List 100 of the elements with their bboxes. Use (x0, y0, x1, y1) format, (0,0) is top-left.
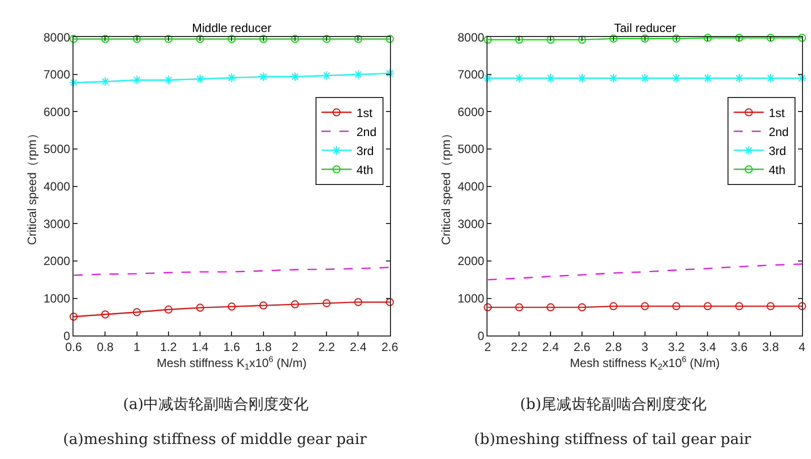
point (608, 73, 618, 83)
point (259, 34, 268, 43)
point (798, 34, 806, 42)
point (546, 36, 555, 44)
legend-label: 1st (356, 106, 374, 120)
point (515, 36, 524, 44)
point (290, 300, 299, 308)
point (703, 73, 712, 83)
point (132, 34, 141, 43)
x-axis-title: Mesh stiffness K$_{1}$x10$^{6}$ (N/m) (156, 354, 307, 372)
point (578, 303, 586, 312)
point (546, 303, 555, 312)
x-tick-label: 2.2 (510, 340, 528, 354)
point (68, 78, 78, 88)
point (515, 303, 524, 312)
chart-title: Tail reducer (614, 21, 676, 35)
point (164, 306, 172, 314)
y-axis-title: Critical speed（rpm） (438, 128, 453, 246)
x-tick-label: 3 (642, 340, 649, 354)
text: (b)meshing stiffness of tail gear pair (474, 430, 752, 448)
y-tick-label: 3000 (458, 216, 485, 231)
y-tick-label: 7000 (458, 68, 485, 82)
x-tick-label: 1 (134, 340, 140, 354)
x-tick-label: 1.2 (160, 340, 178, 354)
point (640, 34, 649, 43)
point (609, 302, 618, 310)
point (290, 72, 300, 82)
y-tick-label: 2000 (43, 254, 71, 268)
y-tick-label: 6000 (458, 104, 485, 119)
x-tick-label: 3.8 (762, 340, 780, 354)
x-tick-label: 1.4 (192, 340, 209, 354)
point (386, 34, 394, 43)
chart-title: Middle reducer (192, 21, 272, 35)
point (672, 302, 680, 310)
text: (a)meshing stiffness of middle gear pair (63, 430, 368, 448)
y-tick-label: 0 (478, 328, 485, 343)
point (196, 34, 204, 43)
point (70, 34, 78, 43)
point (546, 73, 556, 83)
line-series (488, 263, 802, 280)
x-tick-label: 2.6 (381, 340, 398, 354)
y-tick-label: 8000 (458, 30, 485, 44)
point (164, 34, 172, 43)
y-tick-label: 4000 (458, 180, 485, 194)
point (354, 34, 362, 43)
x-tick-label: 2 (484, 340, 492, 354)
line-series (74, 266, 390, 276)
x-tick-label: 3.2 (668, 340, 685, 354)
x-tick-label: 2.4 (350, 340, 367, 354)
point (766, 73, 776, 83)
x-tick-label: 2.6 (574, 340, 591, 354)
x-tick-label: 0.8 (96, 340, 114, 354)
legend-label: 1st (768, 106, 786, 120)
y-tick-label: 1000 (458, 292, 485, 306)
y-tick-label: 3000 (43, 216, 71, 231)
point (195, 74, 205, 84)
x-tick-label: 2.8 (605, 340, 622, 354)
point (672, 73, 681, 83)
point (290, 34, 299, 43)
x-tick-label: 3.6 (730, 340, 748, 354)
point (578, 36, 586, 44)
point (798, 302, 806, 310)
legend-label: 2nd (768, 124, 789, 139)
point (259, 301, 268, 310)
y-tick-label: 0 (64, 328, 71, 343)
y-tick-label: 1000 (43, 292, 71, 306)
x-tick-label: 0.6 (65, 340, 82, 354)
point (196, 304, 204, 312)
y-tick-label: 8000 (43, 30, 71, 44)
point (228, 302, 236, 311)
point (322, 70, 332, 80)
point (386, 298, 394, 306)
y-tick-label: 4000 (43, 180, 71, 194)
point (354, 70, 363, 80)
x-tick-label: 1.8 (254, 340, 272, 354)
point (258, 72, 268, 82)
text: (a)中减齿轮副啮合刚度变化 (123, 395, 309, 413)
point (164, 75, 174, 85)
point (354, 298, 362, 306)
point (484, 36, 492, 44)
point (704, 302, 712, 310)
y-tick-label: 2000 (458, 254, 485, 268)
y-tick-label: 5000 (458, 142, 485, 156)
point (797, 73, 807, 83)
x-tick-label: 2.2 (318, 340, 336, 354)
point (640, 302, 649, 310)
point (640, 73, 650, 83)
x-tick-label: 2 (292, 340, 299, 354)
point (766, 302, 775, 310)
point (514, 73, 524, 83)
point (735, 302, 744, 310)
x-tick-label: 4 (798, 340, 806, 354)
point (100, 76, 110, 86)
y-tick-label: 6000 (43, 104, 71, 119)
point (735, 34, 744, 42)
x-tick-label: 2.4 (542, 340, 560, 354)
point (385, 68, 395, 78)
point (132, 308, 141, 316)
y-tick-label: 5000 (43, 142, 71, 156)
y-tick-label: 7000 (43, 68, 71, 82)
